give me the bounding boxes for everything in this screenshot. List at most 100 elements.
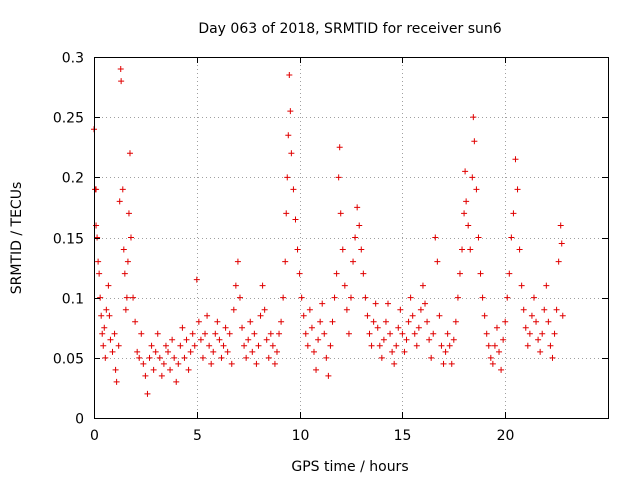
data-point bbox=[498, 366, 505, 373]
data-point bbox=[409, 312, 416, 319]
data-point bbox=[98, 312, 105, 319]
data-point bbox=[348, 294, 354, 301]
data-point bbox=[477, 270, 484, 277]
data-point bbox=[331, 294, 338, 301]
data-point bbox=[360, 270, 367, 277]
data-point bbox=[251, 330, 258, 337]
data-point bbox=[405, 318, 412, 325]
data-point bbox=[526, 330, 533, 337]
data-point bbox=[450, 336, 457, 343]
data-point bbox=[245, 336, 252, 343]
data-point bbox=[364, 312, 371, 319]
data-point bbox=[230, 306, 237, 313]
data-point bbox=[395, 324, 402, 331]
data-point bbox=[218, 354, 225, 361]
data-point bbox=[487, 354, 494, 361]
data-point bbox=[210, 348, 217, 355]
data-point bbox=[130, 294, 137, 301]
data-point bbox=[516, 246, 523, 253]
data-point bbox=[489, 360, 496, 367]
data-point bbox=[287, 108, 294, 115]
data-point bbox=[522, 324, 529, 331]
data-point bbox=[187, 348, 194, 355]
data-point bbox=[112, 366, 119, 373]
data-point bbox=[296, 270, 303, 277]
data-point bbox=[105, 282, 112, 289]
data-point bbox=[144, 390, 151, 397]
data-point bbox=[432, 234, 439, 241]
data-point bbox=[504, 294, 511, 301]
data-point bbox=[267, 330, 274, 337]
data-point bbox=[156, 354, 163, 361]
data-point bbox=[454, 294, 461, 301]
data-point bbox=[282, 258, 289, 265]
data-point bbox=[103, 306, 110, 313]
data-point bbox=[197, 336, 204, 343]
data-point bbox=[224, 348, 231, 355]
data-point bbox=[442, 348, 449, 355]
data-point bbox=[118, 78, 125, 85]
data-point bbox=[352, 234, 359, 241]
data-point bbox=[185, 366, 192, 373]
data-point bbox=[456, 270, 463, 277]
data-point bbox=[214, 318, 221, 325]
grid bbox=[94, 57, 608, 418]
data-point bbox=[514, 186, 521, 193]
data-point bbox=[286, 72, 293, 79]
data-point bbox=[310, 348, 317, 355]
data-point bbox=[181, 354, 188, 361]
data-point bbox=[391, 360, 398, 367]
data-point bbox=[234, 258, 241, 265]
data-point bbox=[380, 336, 387, 343]
data-point bbox=[555, 258, 562, 265]
data-point bbox=[473, 186, 480, 193]
data-point bbox=[524, 342, 531, 349]
data-point bbox=[93, 222, 100, 229]
data-point bbox=[100, 342, 107, 349]
data-point bbox=[167, 366, 174, 373]
data-point bbox=[102, 354, 109, 361]
data-point bbox=[280, 294, 287, 301]
data-point bbox=[356, 222, 363, 229]
x-axis-label: GPS time / hours bbox=[291, 459, 408, 475]
data-point bbox=[212, 330, 219, 337]
y-tick-label: 0.1 bbox=[62, 292, 84, 308]
data-point bbox=[411, 330, 418, 337]
data-point bbox=[95, 258, 102, 265]
data-point bbox=[302, 330, 309, 337]
data-point bbox=[259, 282, 266, 289]
data-point bbox=[119, 186, 126, 193]
data-point bbox=[136, 354, 143, 361]
data-point bbox=[393, 342, 400, 349]
data-point bbox=[125, 210, 132, 217]
data-point bbox=[193, 276, 200, 283]
data-point bbox=[533, 318, 540, 325]
data-point bbox=[407, 294, 414, 301]
data-point bbox=[506, 270, 513, 277]
data-point bbox=[551, 330, 558, 337]
data-point bbox=[308, 324, 315, 331]
data-point bbox=[165, 348, 172, 355]
data-point bbox=[290, 186, 297, 193]
x-tick-label: 0 bbox=[90, 428, 99, 444]
data-point bbox=[183, 336, 190, 343]
y-tick-label: 0.2 bbox=[62, 171, 84, 187]
data-point bbox=[313, 366, 320, 373]
data-point bbox=[150, 366, 157, 373]
data-point bbox=[463, 198, 470, 205]
data-point bbox=[152, 348, 159, 355]
data-point bbox=[424, 318, 431, 325]
data-point bbox=[171, 354, 178, 361]
data-point bbox=[93, 186, 100, 193]
data-point bbox=[428, 354, 435, 361]
data-point bbox=[493, 324, 500, 331]
data-point bbox=[204, 312, 211, 319]
data-point bbox=[370, 318, 377, 325]
data-point bbox=[374, 324, 381, 331]
data-point bbox=[208, 360, 215, 367]
data-point bbox=[220, 342, 227, 349]
y-tick-label: 0.25 bbox=[53, 111, 84, 127]
data-point bbox=[399, 330, 406, 337]
data-point bbox=[520, 306, 527, 313]
